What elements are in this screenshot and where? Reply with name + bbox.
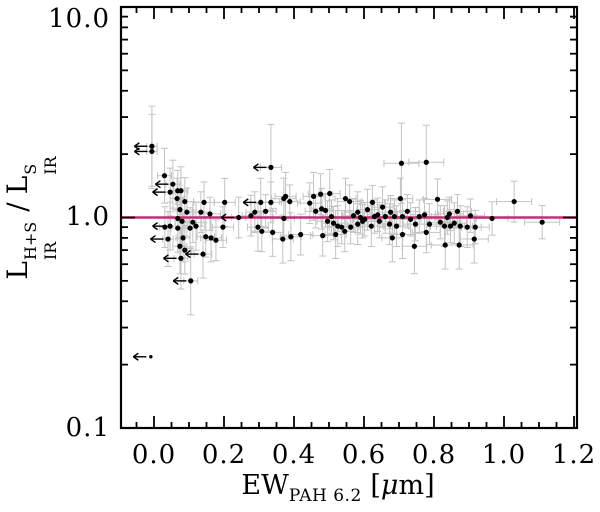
limit-arrows: [132, 142, 267, 361]
plot-frame: [119, 5, 579, 430]
y-title-slash: /: [1, 202, 34, 212]
y-title-L1: L: [1, 261, 34, 280]
x-axis-unit-open: [: [361, 470, 381, 501]
x-tick-label-0.8: 0.8: [411, 440, 457, 470]
x-tick-label-1.2: 1.2: [551, 440, 597, 470]
y-title-sup1: H+S: [21, 221, 40, 261]
y-tick-label-10: 10.0: [48, 4, 110, 34]
y-tick-label-0p1: 0.1: [65, 413, 110, 443]
x-axis-title: EWPAH 6.2 [μm]: [241, 470, 434, 506]
y-axis-title: L H+S IR/L S IR: [1, 154, 60, 280]
y-tick-label-1: 1.0: [65, 202, 110, 232]
x-tick-label-0.4: 0.4: [271, 440, 317, 470]
x-axis-title-subscript: PAH 6.2: [288, 486, 362, 506]
data-points: [149, 143, 545, 359]
y-title-L2: L: [1, 175, 34, 195]
error-bars: [146, 105, 561, 316]
x-tick-label-0.0: 0.0: [131, 440, 177, 470]
y-title-sub1: IR: [41, 241, 60, 261]
y-title-sub2: IR: [41, 156, 60, 175]
y-title-sup2: S: [21, 163, 40, 175]
x-axis-title-main: EW: [241, 470, 289, 501]
x-tick-label-0.2: 0.2: [201, 440, 247, 470]
x-axis-unit-mu: μ: [380, 470, 399, 501]
x-tick-label-0.6: 0.6: [341, 440, 387, 470]
x-axis-unit-close: m]: [398, 470, 435, 501]
x-tick-label-1.0: 1.0: [481, 440, 527, 470]
